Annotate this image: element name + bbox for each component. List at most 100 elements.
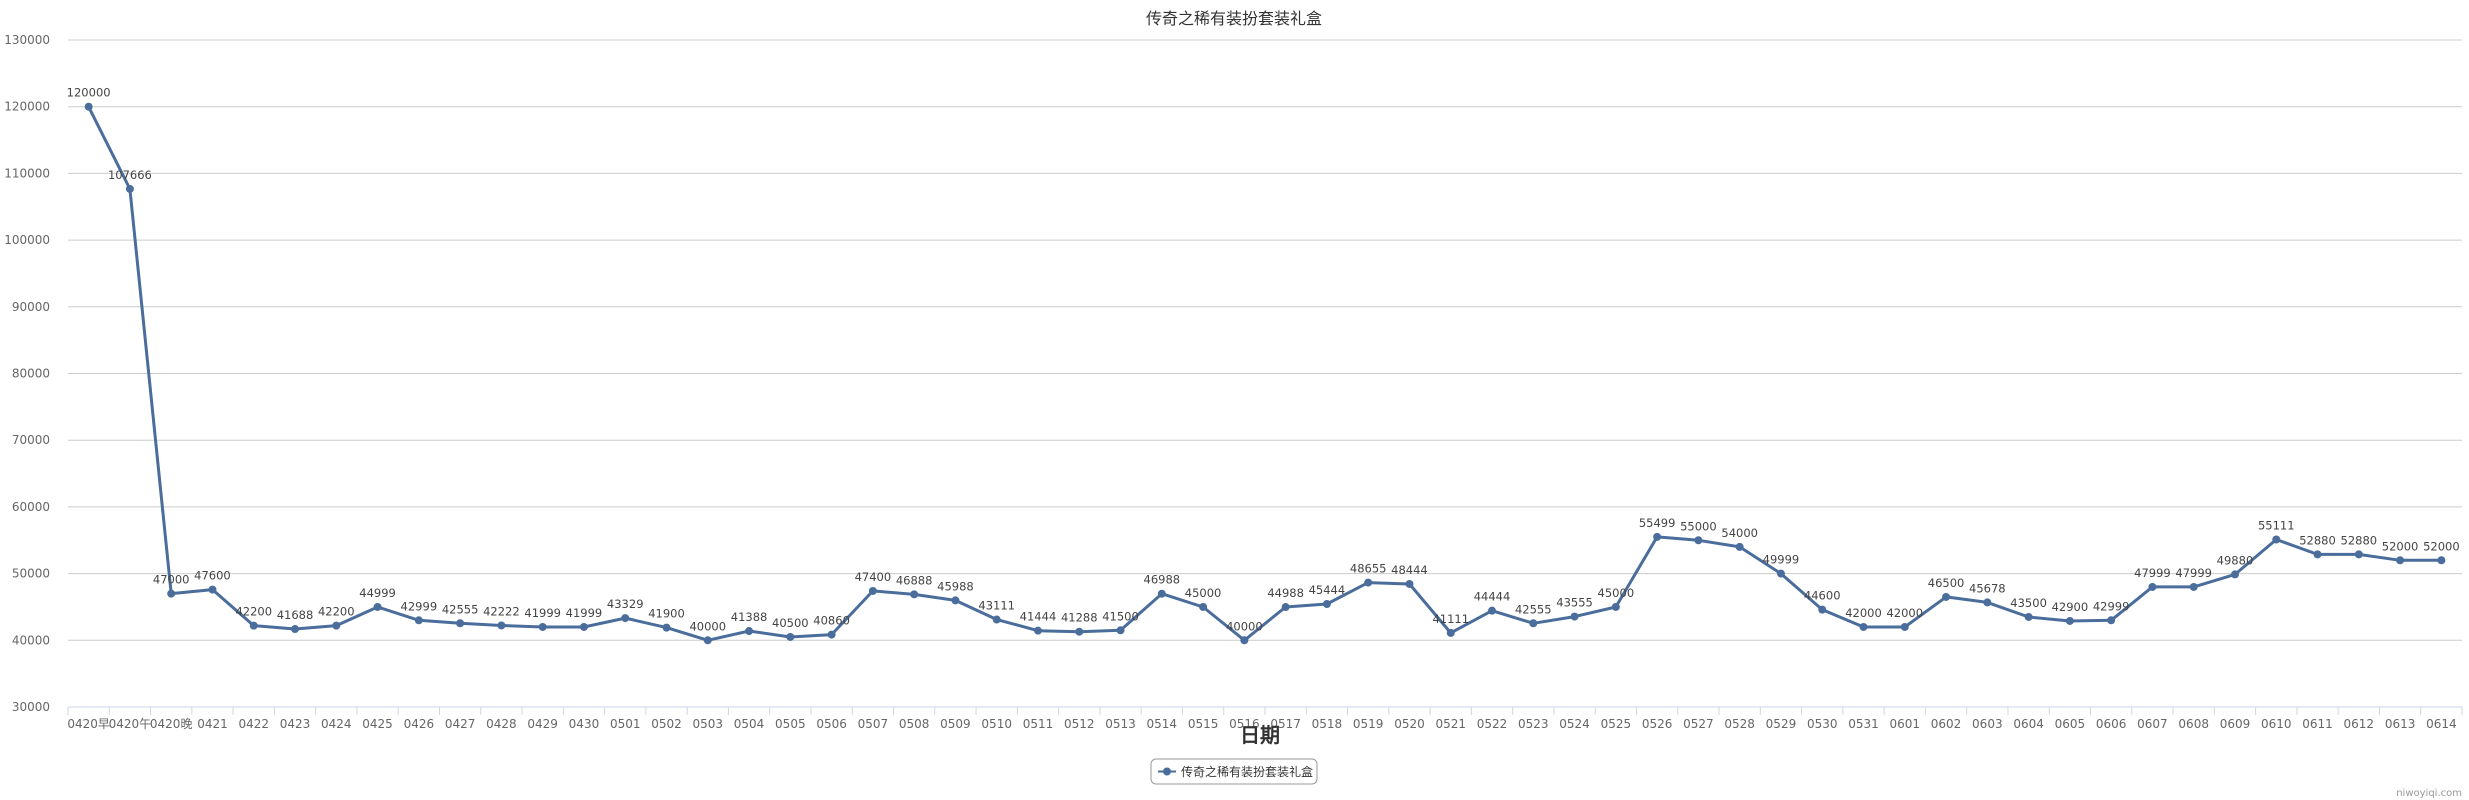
y-tick-label: 130000 — [4, 33, 50, 47]
data-labels: 120000 107666 47000 47600 42200 41688 42200 449… — [67, 86, 2460, 634]
data-point[interactable] — [291, 625, 300, 634]
x-tick-label: 0503 — [693, 717, 724, 731]
data-label: 52880 — [2299, 533, 2336, 547]
data-point[interactable] — [2437, 556, 2446, 565]
data-point[interactable] — [786, 632, 795, 641]
data-point[interactable] — [662, 623, 671, 632]
data-point[interactable] — [579, 622, 588, 631]
data-point[interactable] — [1075, 627, 1084, 636]
data-points — [84, 102, 2446, 645]
x-tick-label: 0522 — [1477, 717, 1508, 731]
data-label: 40000 — [689, 619, 726, 633]
data-point[interactable] — [992, 615, 1001, 624]
data-point[interactable] — [2189, 582, 2198, 591]
data-point[interactable] — [2396, 556, 2405, 565]
series-line[interactable] — [87, 106, 2442, 642]
data-point[interactable] — [332, 621, 341, 630]
data-point[interactable] — [1116, 626, 1125, 635]
data-point[interactable] — [827, 630, 836, 639]
data-label: 44444 — [1474, 590, 1511, 604]
x-tick-label: 0422 — [238, 717, 269, 731]
data-label: 49880 — [2217, 553, 2254, 567]
data-label: 44600 — [1804, 589, 1841, 603]
data-point[interactable] — [910, 590, 919, 599]
data-point[interactable] — [2272, 535, 2281, 544]
data-point[interactable] — [1818, 605, 1827, 614]
data-label: 47999 — [2175, 566, 2212, 580]
x-tick-label: 0530 — [1807, 717, 1838, 731]
data-point[interactable] — [2230, 570, 2239, 579]
data-point[interactable] — [1364, 578, 1373, 587]
x-tick-label: 0523 — [1518, 717, 1549, 731]
data-point[interactable] — [1281, 603, 1290, 612]
data-point[interactable] — [1983, 598, 1992, 607]
data-point[interactable] — [2354, 550, 2363, 559]
data-label: 41444 — [1020, 610, 1057, 624]
x-tick-label: 0420早 — [67, 717, 110, 731]
x-tick-label: 0614 — [2426, 717, 2457, 731]
data-point[interactable] — [456, 619, 465, 628]
data-point[interactable] — [2024, 612, 2033, 621]
x-tick-label: 0515 — [1188, 717, 1219, 731]
data-point[interactable] — [868, 586, 877, 595]
data-point[interactable] — [1900, 622, 1909, 631]
y-axis: 30000 40000 50000 60000 70000 80000 90000 10000… — [4, 33, 50, 714]
x-tick-label: 0429 — [527, 717, 558, 731]
y-tick-label: 40000 — [12, 633, 50, 647]
data-point[interactable] — [951, 596, 960, 605]
x-tick-label: 0613 — [2385, 717, 2416, 731]
data-point[interactable] — [125, 184, 134, 193]
x-tick-label: 0519 — [1353, 717, 1384, 731]
x-tick-label: 0420午 — [109, 717, 152, 731]
data-point[interactable] — [2107, 616, 2116, 625]
data-point[interactable] — [1446, 628, 1455, 637]
x-tick-label: 0514 — [1147, 717, 1178, 731]
data-point[interactable] — [1199, 602, 1208, 611]
data-point[interactable] — [1694, 536, 1703, 545]
data-point[interactable] — [1735, 542, 1744, 551]
data-point[interactable] — [414, 616, 423, 625]
data-point[interactable] — [1033, 626, 1042, 635]
data-point[interactable] — [2313, 550, 2322, 559]
data-point[interactable] — [208, 585, 217, 594]
legend[interactable]: 传奇之稀有装扮套装礼盒 — [1150, 758, 1318, 785]
data-point[interactable] — [538, 622, 547, 631]
data-point[interactable] — [1157, 589, 1166, 598]
data-point[interactable] — [2148, 582, 2157, 591]
data-point[interactable] — [1570, 612, 1579, 621]
data-label: 55111 — [2258, 519, 2295, 533]
legend-item-label[interactable]: 传奇之稀有装扮套装礼盒 — [1181, 764, 1313, 779]
data-point[interactable] — [1529, 619, 1538, 628]
data-point[interactable] — [1240, 636, 1249, 645]
data-point[interactable] — [497, 621, 506, 630]
data-point[interactable] — [1405, 579, 1414, 588]
data-point[interactable] — [1859, 622, 1868, 631]
chart-title: 传奇之稀有装扮套装礼盒 — [1146, 9, 1322, 28]
data-point[interactable] — [703, 636, 712, 645]
data-label: 41288 — [1061, 611, 1098, 625]
data-point[interactable] — [1653, 532, 1662, 541]
x-tick-label: 0526 — [1642, 717, 1673, 731]
data-label: 42222 — [483, 604, 520, 618]
data-point[interactable] — [621, 614, 630, 623]
x-tick-label: 0511 — [1023, 717, 1054, 731]
data-point[interactable] — [2065, 616, 2074, 625]
y-tick-label: 100000 — [4, 233, 50, 247]
data-point[interactable] — [745, 627, 754, 636]
data-label: 41999 — [566, 606, 603, 620]
data-point[interactable] — [1776, 569, 1785, 578]
data-point[interactable] — [249, 621, 258, 630]
data-point[interactable] — [373, 602, 382, 611]
data-label: 120000 — [67, 86, 111, 100]
data-point[interactable] — [84, 102, 93, 111]
data-point[interactable] — [167, 589, 176, 598]
data-point[interactable] — [1488, 606, 1497, 615]
x-tick-label: 0506 — [816, 717, 847, 731]
credit-text: niwoyiqi.com — [2396, 788, 2462, 799]
data-point[interactable] — [1942, 592, 1951, 601]
data-point[interactable] — [1322, 599, 1331, 608]
data-point[interactable] — [1611, 602, 1620, 611]
x-tick-label: 0528 — [1724, 717, 1755, 731]
grid-lines — [68, 39, 2462, 708]
